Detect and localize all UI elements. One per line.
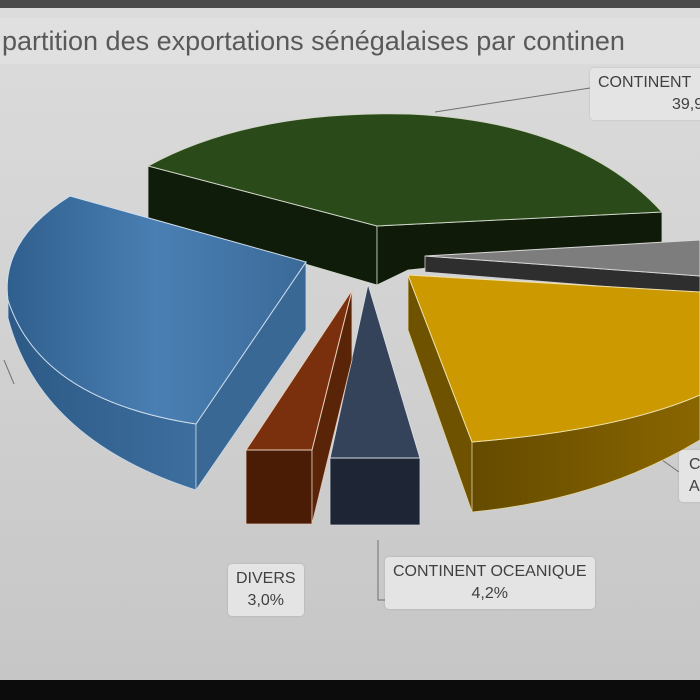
label-continent-name: CONTINENT: [598, 74, 692, 91]
bottom-bar: [0, 680, 700, 700]
label-gold-value: A: [689, 478, 700, 495]
slice-blue: [6, 195, 307, 425]
label-oceanique-value: 4,2%: [471, 585, 508, 602]
chart-title: partition des exportations sénégalaises …: [0, 18, 700, 64]
slice-grey: [424, 239, 700, 277]
label-continent: CONTINENT 39,9: [590, 68, 700, 120]
label-oceanique-name: CONTINENT OCEANIQUE: [393, 563, 587, 580]
label-oceanique: CONTINENT OCEANIQUE 4,2%: [385, 557, 595, 609]
leader-continent: [434, 87, 591, 113]
slice-gold: [407, 274, 700, 443]
slice-divers: [245, 289, 353, 451]
leader-oceanique: [377, 540, 385, 601]
label-gold-name: C: [689, 456, 700, 473]
label-continent-value: 39,9: [672, 96, 700, 113]
leader-lines: [3, 87, 680, 601]
slice-continent: [146, 113, 664, 227]
label-divers: DIVERS 3,0%: [228, 564, 304, 616]
slice-oceanique-side: [329, 457, 421, 526]
label-divers-value: 3,0%: [247, 592, 285, 609]
slice-divers-side: [245, 449, 313, 525]
label-gold-slice: C A: [679, 450, 700, 502]
label-divers-name: DIVERS: [236, 570, 296, 587]
leader-blue: [3, 359, 15, 385]
